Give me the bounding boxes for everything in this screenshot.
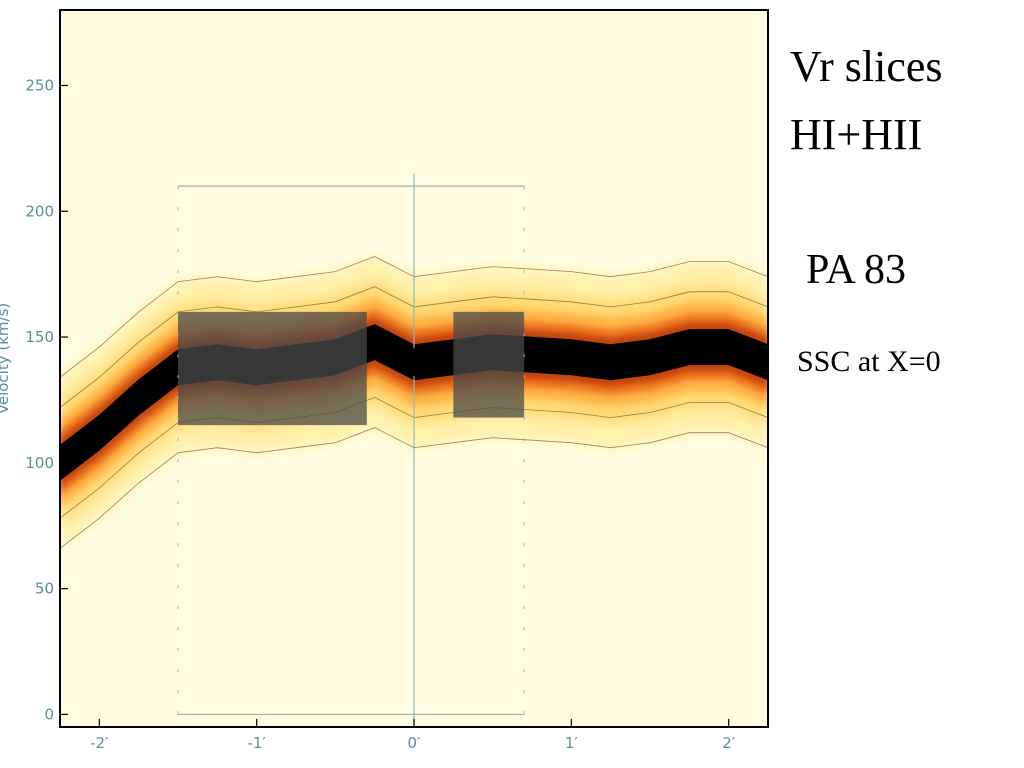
position-angle-label: PA 83: [806, 247, 907, 293]
y-tick-label-0: 0: [44, 705, 54, 723]
y-tick-label-200: 200: [25, 202, 54, 220]
y-tick-label-250: 250: [25, 76, 54, 94]
ssc-label: SSC at X=0: [797, 345, 941, 378]
hii-overlay-right: [453, 311, 525, 418]
x-tick-label-2: 2′: [722, 734, 736, 752]
hii-overlay-left: [178, 311, 367, 426]
x-tick-label--1: -1′: [247, 734, 266, 752]
y-tick-label-100: 100: [25, 454, 54, 472]
title-line-2: HI+HII: [790, 110, 923, 159]
title-line-1: Vr slices: [790, 42, 943, 91]
y-tick-label-50: 50: [35, 580, 54, 598]
x-tick-label--2: -2′: [90, 734, 109, 752]
y-axis-title: Velocity (km/s): [0, 303, 12, 414]
x-tick-label-0: 0′: [408, 734, 422, 752]
y-tick-label-150: 150: [25, 328, 54, 346]
x-tick-label-1: 1′: [565, 734, 579, 752]
